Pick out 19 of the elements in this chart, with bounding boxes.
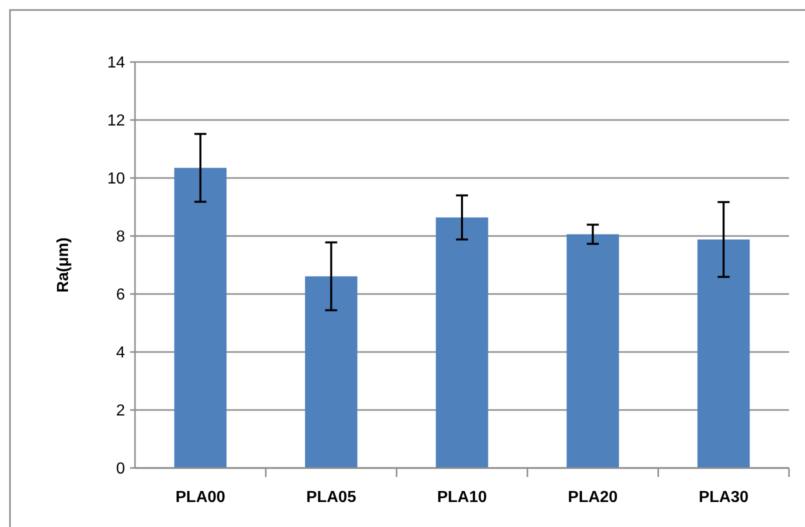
y-tick-label: 6	[116, 286, 126, 304]
bar	[566, 234, 619, 468]
y-tick-label: 12	[107, 112, 126, 130]
y-tick-label: 14	[107, 54, 126, 72]
bar	[697, 239, 750, 468]
x-tick-label: PLA00	[176, 489, 226, 506]
y-tick-label: 8	[116, 228, 126, 246]
x-tick-label: PLA30	[698, 489, 749, 506]
y-tick-label: 2	[116, 402, 126, 420]
bar	[174, 168, 227, 468]
x-tick-label: PLA05	[306, 489, 356, 506]
x-tick-label: PLA10	[437, 489, 487, 506]
bar	[436, 217, 488, 468]
y-tick-label: 4	[116, 344, 126, 362]
y-tick-label: 0	[116, 460, 126, 478]
x-tick-label: PLA20	[568, 489, 618, 506]
y-axis-title: Ra(μm)	[55, 237, 72, 293]
bar	[305, 276, 358, 468]
y-tick-label: 10	[107, 170, 126, 188]
